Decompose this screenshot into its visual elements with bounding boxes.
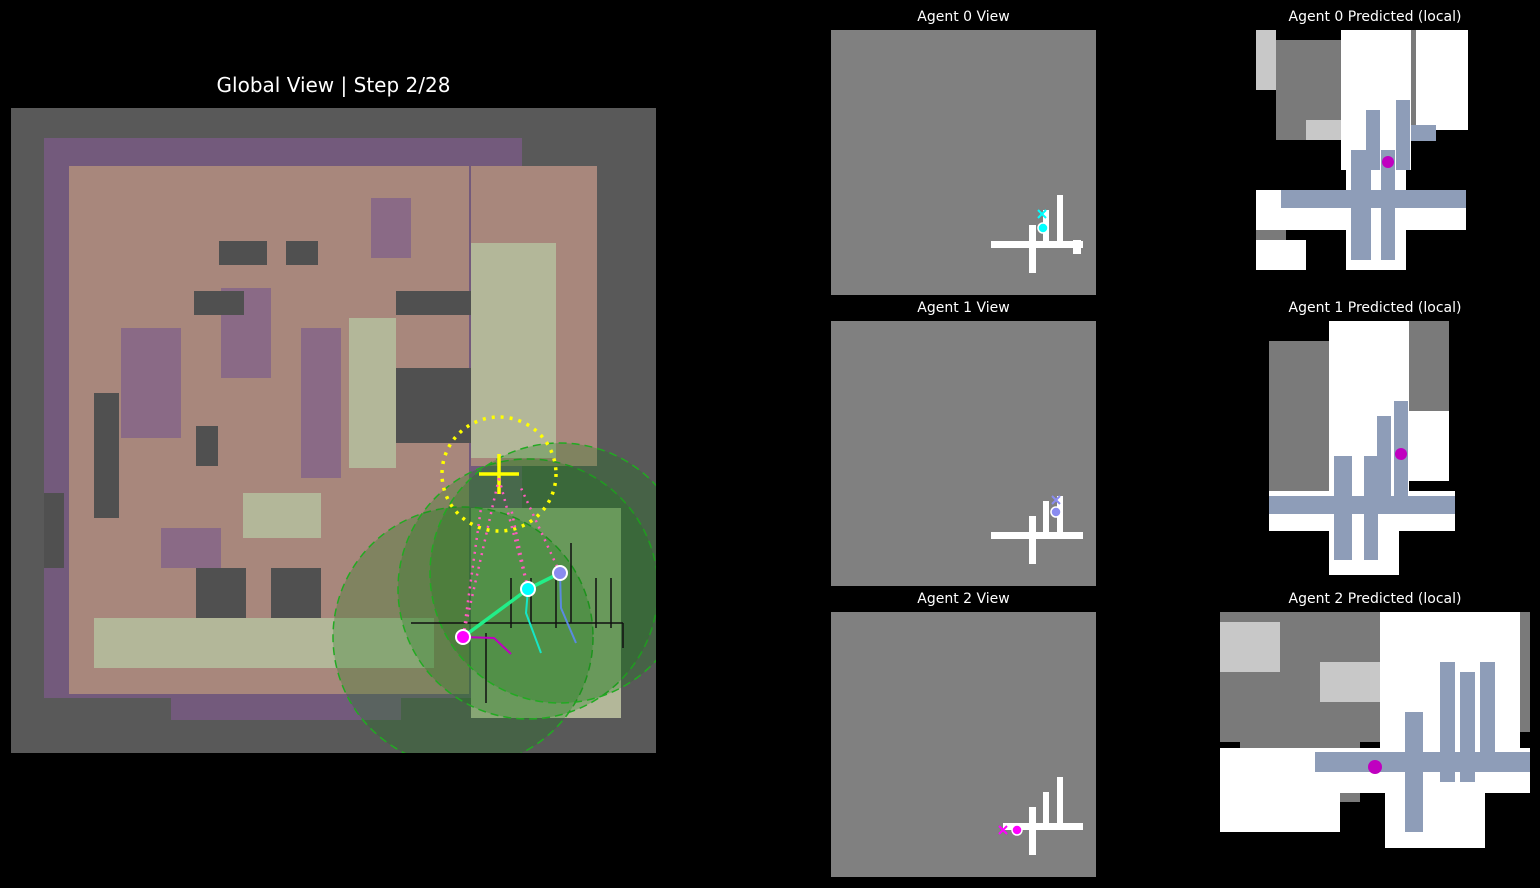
agent-2-view [831,612,1096,877]
agent-2-marker [455,629,471,645]
agent-0-predicted-title: Agent 0 Predicted (local) [1288,9,1462,25]
global-view-title: Global View | Step 2/28 [216,73,451,97]
agent-2-view-title: Agent 2 View [917,591,1010,607]
agent-1-predicted-title: Agent 1 Predicted (local) [1288,300,1462,316]
agent-1-marker [552,565,568,581]
agent-0-view [831,30,1096,295]
goal-marker [479,454,519,494]
goal-circle [440,415,558,533]
agent-0-view-marker [1037,222,1049,234]
agent-0-view-title: Agent 0 View [917,9,1010,25]
agent-1-predicted-marker [1395,448,1407,460]
agent-2-predicted-title: Agent 2 Predicted (local) [1288,591,1462,607]
agent-2-view-marker [1011,824,1023,836]
agent-2-predicted-map [1220,612,1530,848]
agent-1-predicted-map [1269,321,1455,575]
agent-1-view [831,321,1096,586]
agent-0-predicted-map [1256,30,1468,270]
agent-0-marker [520,581,536,597]
agent-1-view-marker [1050,506,1062,518]
global-map [11,108,656,753]
agent-2-predicted-marker [1368,760,1382,774]
agent-1-view-title: Agent 1 View [917,300,1010,316]
agent-0-predicted-marker [1382,156,1394,168]
